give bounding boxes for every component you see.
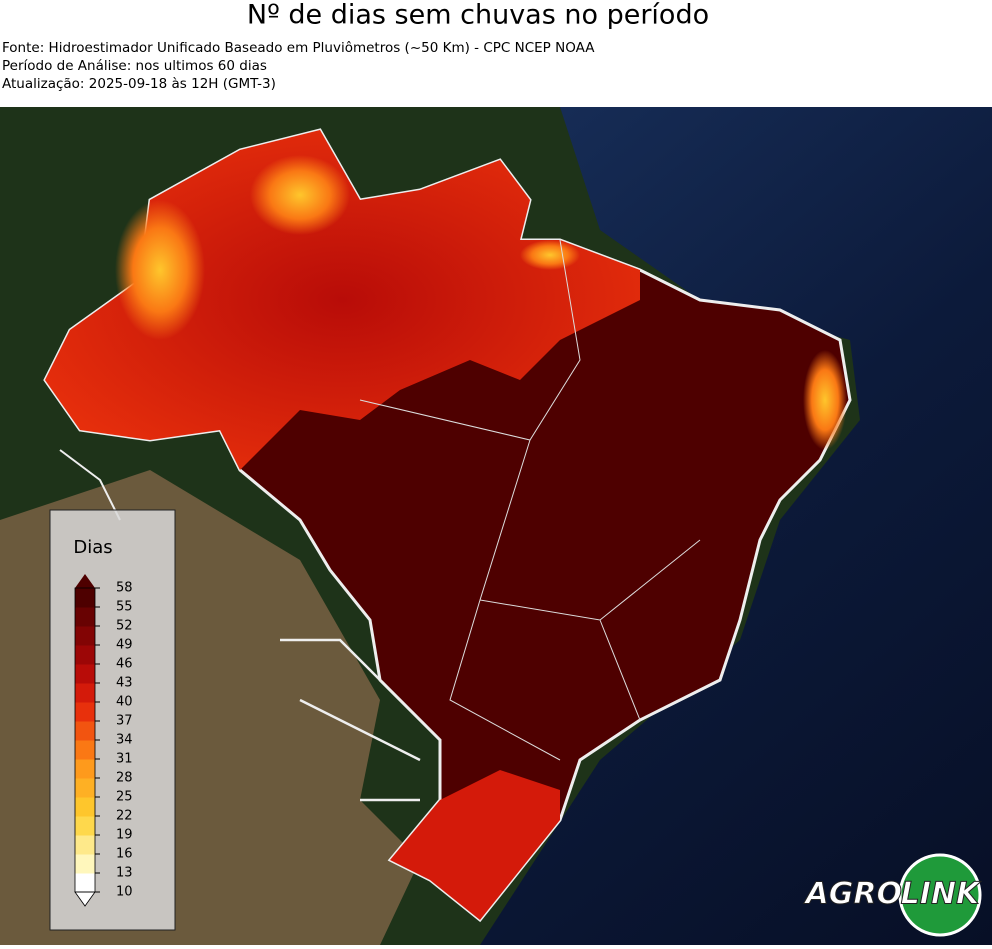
color-band [75,854,95,874]
color-band [75,683,95,703]
tick-label: 19 [116,828,133,843]
tick-label: 43 [116,676,133,691]
tick-label: 31 [116,752,133,767]
logo-text: LINK [901,877,982,912]
color-band [75,759,95,779]
tick-label: 52 [116,619,133,634]
tick-label: 10 [116,885,133,900]
title: Nº de dias sem chuvas no período [247,0,709,31]
subtitle-line: Atualização: 2025-09-18 às 12H (GMT-3) [2,76,276,92]
subtitle-line: Período de Análise: nos ultimos 60 dias [2,58,267,74]
tick-label: 55 [116,600,133,615]
dry-spot [250,155,350,235]
color-band [75,740,95,760]
border [59,449,121,521]
color-band [75,816,95,836]
logo-circle [898,853,982,937]
tick-label: 34 [116,733,133,748]
tick-label: 49 [116,638,133,653]
colorbar-arrow [75,574,95,588]
dry-spot [520,240,580,270]
color-band [75,873,95,893]
tick-label: 58 [116,581,133,596]
tick-label: 16 [116,847,133,862]
north-region [45,130,640,470]
tick-label: 46 [116,657,133,672]
logo: AGRO LINK [803,853,983,937]
tick-label: 40 [116,695,133,710]
color-band [75,588,95,608]
border [280,638,421,802]
color-band [75,664,95,684]
color-band [75,702,95,722]
subtitle-line: Fonte: Hidroestimador Unificado Baseado … [2,40,595,56]
tick-label: 25 [116,790,133,805]
tick-label: 28 [116,771,133,786]
color-band [75,626,95,646]
color-band [75,835,95,855]
tick-label: 13 [116,866,133,881]
dry-spot [115,200,205,340]
logo-text: AGRO [804,877,902,912]
state-border [359,239,701,761]
tick-label: 37 [116,714,133,729]
color-band [75,778,95,798]
legend-title: Dias [73,537,112,558]
color-band [75,721,95,741]
legend-box [49,509,176,931]
color-band [75,607,95,627]
dry-spot [803,350,847,450]
legend: Dias 10 13 16 19 22 25 28 31 34 37 40 43 46 49 52 55 58 [49,509,176,931]
south-region [390,770,560,920]
color-band [75,645,95,665]
color-band [75,797,95,817]
tick-label: 22 [116,809,133,824]
